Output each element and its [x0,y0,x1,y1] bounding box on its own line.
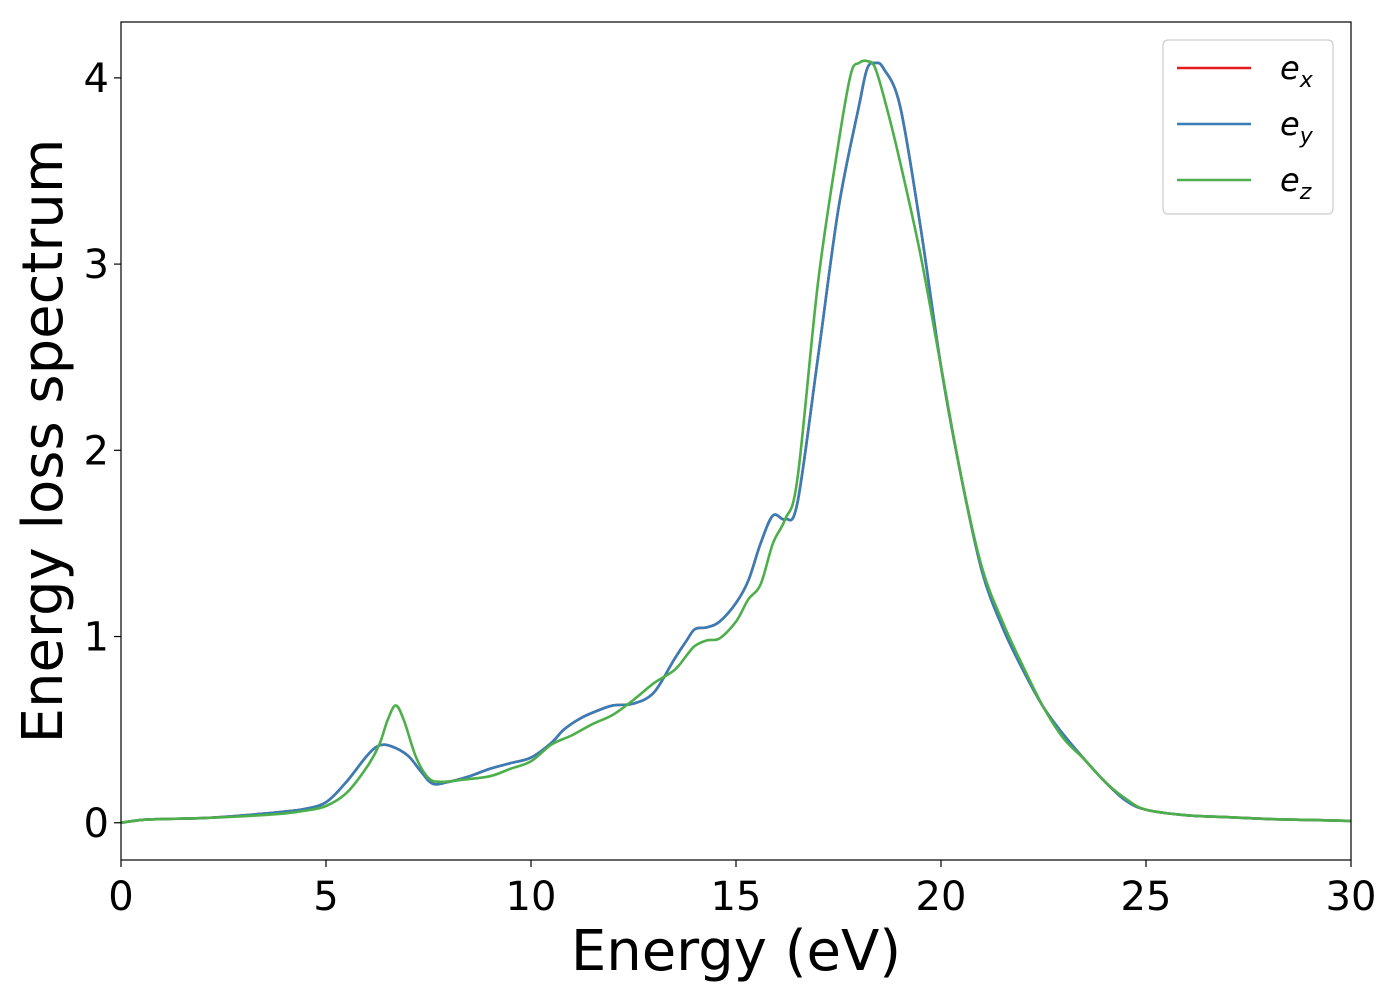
y-tick-label: 1 [84,615,109,661]
series-layer [120,59,1352,825]
y-tick-label: 0 [84,801,109,847]
y-axis-title: Energy loss spectrum [11,139,76,744]
legend-label-subscript: z [1299,180,1312,205]
series-line-e-z [120,59,1352,825]
y-tick-label: 3 [84,242,109,288]
legend-label-base: e [1280,105,1300,143]
legend-label-subscript: y [1299,124,1314,149]
x-tick-label: 0 [108,874,133,920]
legend-label-base: e [1280,49,1300,87]
y-tick-label: 4 [84,56,109,102]
x-tick-label: 5 [313,874,338,920]
x-tick-label: 15 [711,874,762,920]
y-tick-label: 2 [84,428,109,474]
legend-label-x: ex [1280,49,1314,93]
legend-label-subscript: x [1299,68,1314,93]
x-tick-label: 30 [1326,874,1377,920]
x-axis-ticks: 0 5 10 15 20 25 30 [108,860,1376,920]
x-tick-label: 25 [1121,874,1172,920]
x-axis-title: Energy (eV) [571,919,901,984]
x-tick-label: 20 [916,874,967,920]
legend-box [1162,39,1334,215]
y-axis-ticks: 0 1 2 3 4 [84,56,121,847]
x-tick-label: 10 [506,874,557,920]
plot-background [121,22,1351,860]
legend-label-z: ez [1280,161,1312,205]
legend-label-y: ey [1280,105,1314,149]
legend-label-base: e [1280,161,1300,199]
